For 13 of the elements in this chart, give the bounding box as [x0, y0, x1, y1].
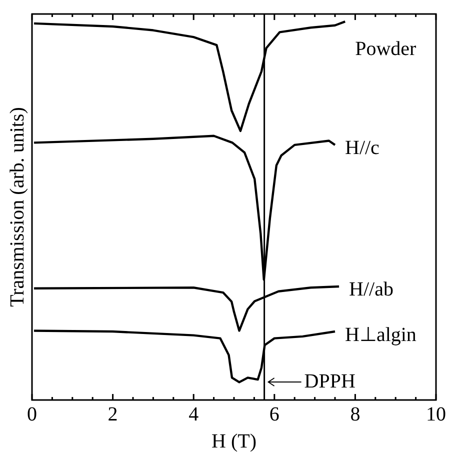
- ref-line-label: DPPH: [304, 370, 356, 392]
- x-tick-label: 0: [27, 403, 37, 426]
- x-tick-label: 10: [426, 403, 446, 426]
- x-tick-label: 6: [269, 403, 280, 426]
- series-label: H//c: [345, 137, 380, 160]
- x-tick-label: 2: [108, 403, 118, 426]
- x-axis-title: H (T): [212, 430, 256, 452]
- x-tick-label: 8: [350, 403, 360, 426]
- series-label: H⊥algin: [345, 324, 416, 346]
- y-axis-title: Transmission (arb. units): [6, 107, 28, 307]
- series-label: H//ab: [349, 278, 394, 301]
- series-label: Powder: [355, 38, 417, 60]
- x-tick-label: 4: [188, 403, 199, 426]
